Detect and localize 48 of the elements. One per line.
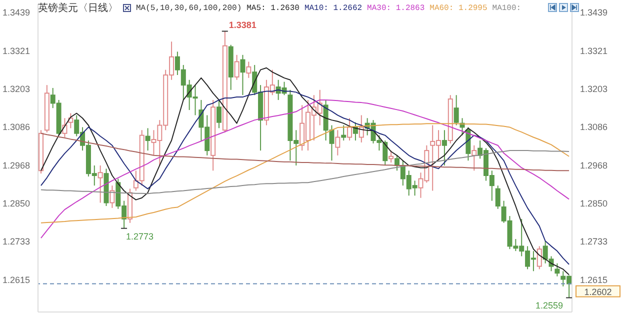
chart-title: 英镑美元〈日线〉 xyxy=(38,2,118,15)
candlestick xyxy=(495,185,500,210)
candlestick xyxy=(335,130,340,156)
candlestick xyxy=(68,112,74,129)
text: MA10: 1.2662 xyxy=(304,4,362,12)
annotation: 1.3381 xyxy=(228,20,256,30)
annotation: 1.2773 xyxy=(126,231,154,242)
candlestick xyxy=(240,54,246,96)
candlestick xyxy=(341,124,346,141)
y2-tick-label: 1.2733 xyxy=(580,236,608,247)
candlestick xyxy=(442,130,447,166)
candlestick xyxy=(554,262,560,277)
candlestick xyxy=(472,144,477,172)
annotation: 1.2559 xyxy=(536,300,564,311)
y-tick-label: 1.3086 xyxy=(2,122,30,132)
candlestick xyxy=(234,54,240,80)
text: MA30: 1.2863 xyxy=(367,4,425,12)
candlestick xyxy=(98,164,103,204)
line-series xyxy=(40,99,570,239)
candlestick xyxy=(454,94,459,126)
candlestick xyxy=(110,185,115,208)
candlestick xyxy=(358,114,364,143)
y2-tick-label: 1.3321 xyxy=(580,46,608,56)
text: MA60: 1.2995 xyxy=(430,4,488,12)
candlestick xyxy=(347,118,352,141)
y2-tick-label: 1.2850 xyxy=(580,198,608,209)
y-tick-label: 1.2850 xyxy=(2,198,30,209)
y-tick-label: 1.2615 xyxy=(2,274,30,285)
text: MA100: xyxy=(492,4,522,12)
candlestick xyxy=(394,154,400,172)
y-tick-label: 1.3439 xyxy=(2,8,30,18)
y2-tick-label: 1.2968 xyxy=(580,160,608,170)
y-tick-label: 1.2968 xyxy=(2,160,30,170)
y-tick-label: 1.2733 xyxy=(2,236,30,247)
ref-line-label: 1.2602 xyxy=(584,286,612,297)
candlestick xyxy=(145,128,150,152)
chart-subtitle: MA(5,10,30,60,100,200) xyxy=(136,4,242,12)
y2-tick-label: 1.3086 xyxy=(580,122,608,132)
candlestick xyxy=(246,61,252,78)
candlestick xyxy=(388,150,394,164)
y2-tick-label: 1.2615 xyxy=(580,274,608,285)
candlestick xyxy=(216,99,222,129)
y-tick-label: 1.3321 xyxy=(2,46,30,56)
candlestick xyxy=(536,246,542,270)
y2-tick-label: 1.3203 xyxy=(580,84,608,94)
y2-tick-label: 1.3439 xyxy=(580,8,608,18)
y-tick-label: 1.3203 xyxy=(2,84,30,94)
text: MA5: 1.2630 xyxy=(246,4,300,12)
